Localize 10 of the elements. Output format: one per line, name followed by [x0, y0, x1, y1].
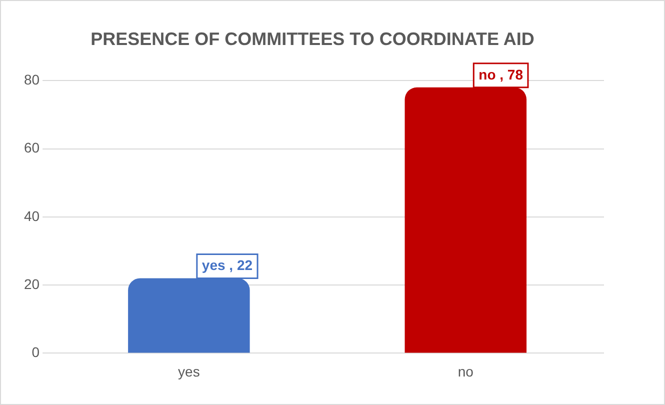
data-label: no , 78 [478, 66, 524, 82]
y-tick-label: 60 [24, 140, 40, 156]
y-tick-label: 20 [24, 276, 40, 292]
x-tick-label: no [458, 363, 474, 380]
x-tick-label: yes [178, 363, 200, 380]
y-tick-label: 40 [24, 208, 40, 224]
y-tick-label: 80 [24, 71, 40, 88]
y-tick-label: 0 [32, 344, 40, 360]
data-label: yes , 22 [202, 257, 253, 274]
chart-title: PRESENCE OF COMMITTEES TO COORDINATE AID [90, 28, 534, 49]
